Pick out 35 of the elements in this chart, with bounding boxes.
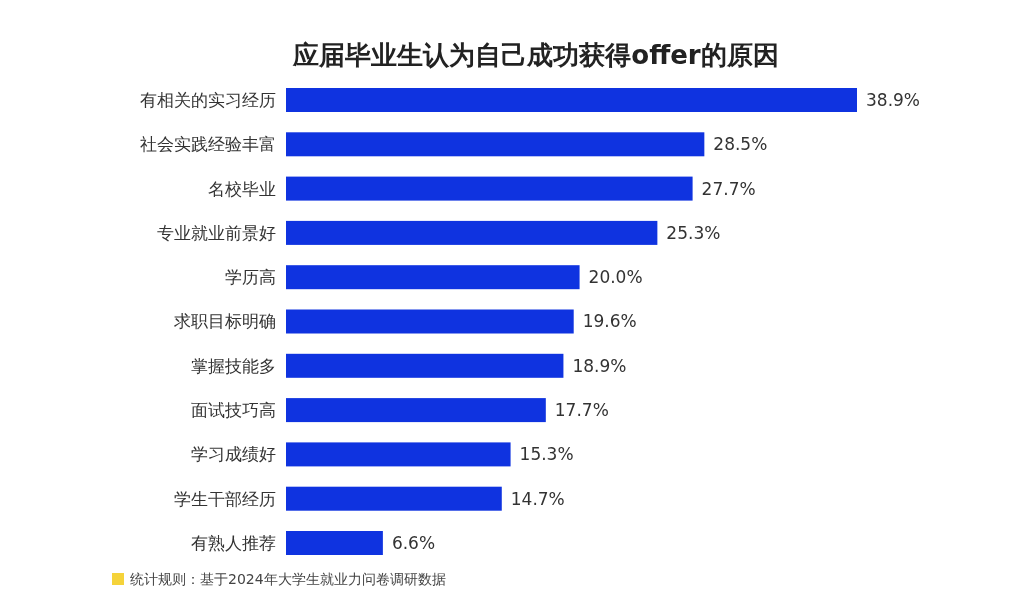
bar (286, 531, 383, 555)
y-tick-label: 学历高 (225, 267, 276, 288)
text: 统计规则：基于2024年大学生就业力问卷调研数据 (130, 571, 446, 587)
y-tick-label: 名校毕业 (208, 178, 276, 199)
data-label: 14.7% (510, 488, 565, 509)
bar (286, 309, 574, 334)
data-label: 27.7% (701, 178, 756, 199)
bar (286, 88, 857, 112)
data-label: 38.9% (866, 89, 921, 110)
bar (286, 486, 502, 511)
data-label: 15.3% (519, 444, 574, 465)
y-tick-label: 有相关的实习经历 (140, 89, 276, 110)
y-tick-label: 面试技巧高 (191, 400, 276, 421)
bar (286, 132, 705, 157)
y-tick-label: 专业就业前景好 (157, 222, 276, 243)
chart-title: 应届毕业生认为自己成功获得offer的原因 (292, 40, 779, 70)
data-label: 17.7% (554, 400, 609, 421)
y-tick-label: 学习成绩好 (191, 444, 276, 465)
bar (286, 442, 511, 467)
data-label: 20.0% (588, 267, 643, 288)
data-label: 19.6% (582, 311, 637, 332)
data-label: 6.6% (391, 532, 436, 553)
bar (286, 176, 693, 201)
bar (286, 265, 580, 290)
data-label: 25.3% (666, 222, 721, 243)
bar (286, 353, 564, 378)
y-tick-label: 学生干部经历 (174, 488, 276, 509)
y-tick-label: 求职目标明确 (174, 311, 276, 332)
y-tick-label: 有熟人推荐 (191, 532, 276, 553)
data-label: 18.9% (572, 355, 627, 376)
y-tick-label: 社会实践经验丰富 (140, 134, 276, 155)
bar (286, 220, 658, 245)
data-label: 28.5% (713, 134, 768, 155)
y-tick-label: 掌握技能多 (191, 355, 276, 376)
bar (286, 398, 546, 423)
